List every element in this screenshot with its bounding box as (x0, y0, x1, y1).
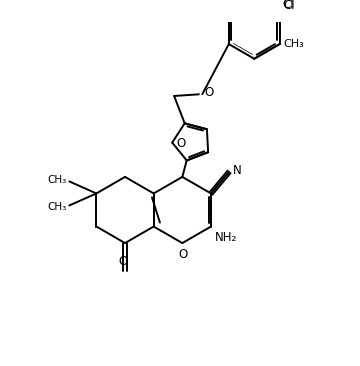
Text: NH₂: NH₂ (215, 231, 237, 244)
Text: N: N (233, 164, 241, 177)
Text: Cl: Cl (283, 0, 295, 12)
Text: O: O (204, 86, 213, 99)
Text: O: O (176, 137, 185, 149)
Text: CH₃: CH₃ (283, 39, 304, 49)
Text: O: O (118, 255, 128, 268)
Text: O: O (179, 249, 188, 261)
Text: CH₃: CH₃ (48, 175, 67, 185)
Text: Cl: Cl (283, 0, 294, 11)
Text: CH₃: CH₃ (48, 202, 67, 212)
